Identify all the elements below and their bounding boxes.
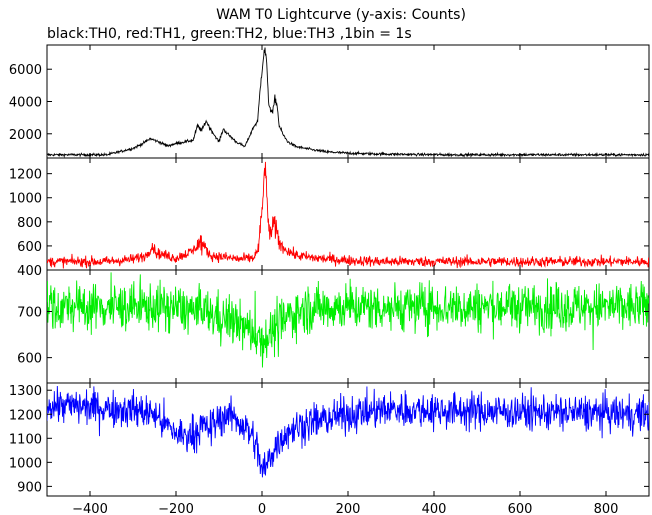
- panel-frame-th3: [46, 382, 650, 497]
- x-tick-label: −200: [158, 502, 194, 515]
- series-line-th0: [47, 47, 649, 158]
- x-tick-label: 0: [258, 502, 266, 515]
- x-tick-label: 600: [508, 502, 533, 515]
- chart-title: WAM T0 Lightcurve (y-axis: Counts): [216, 7, 466, 23]
- x-tick-label: 800: [594, 502, 619, 515]
- y-tick-label: 800: [17, 216, 42, 231]
- y-tick-label: 1300: [9, 384, 42, 399]
- y-tick-label: 4000: [9, 96, 42, 111]
- y-tick-label: 1000: [9, 192, 42, 207]
- x-tick-label: 200: [336, 502, 361, 515]
- y-tick-label: 1200: [9, 168, 42, 183]
- y-tick-label: 700: [17, 306, 42, 321]
- y-tick-label: 600: [17, 352, 42, 367]
- y-tick-label: 1200: [9, 408, 42, 423]
- chart-subtitle: black:TH0, red:TH1, green:TH2, blue:TH3 …: [47, 26, 412, 42]
- y-tick-label: 400: [17, 264, 42, 279]
- y-tick-label: 6000: [9, 63, 42, 78]
- y-tick-label: 1100: [9, 432, 42, 447]
- series-line-th1: [47, 161, 649, 269]
- x-tick-label: 400: [422, 502, 447, 515]
- panel-frame-th2: [46, 269, 650, 384]
- panel-frame-th0: [46, 44, 650, 159]
- y-tick-label: 900: [17, 480, 42, 495]
- series-line-th2: [47, 272, 649, 368]
- y-tick-label: 1000: [9, 456, 42, 471]
- series-line-th3: [47, 385, 649, 478]
- panel-frame-th1: [46, 157, 650, 271]
- x-tick-label: −400: [72, 502, 108, 515]
- y-tick-label: 2000: [9, 128, 42, 143]
- y-tick-label: 600: [17, 240, 42, 255]
